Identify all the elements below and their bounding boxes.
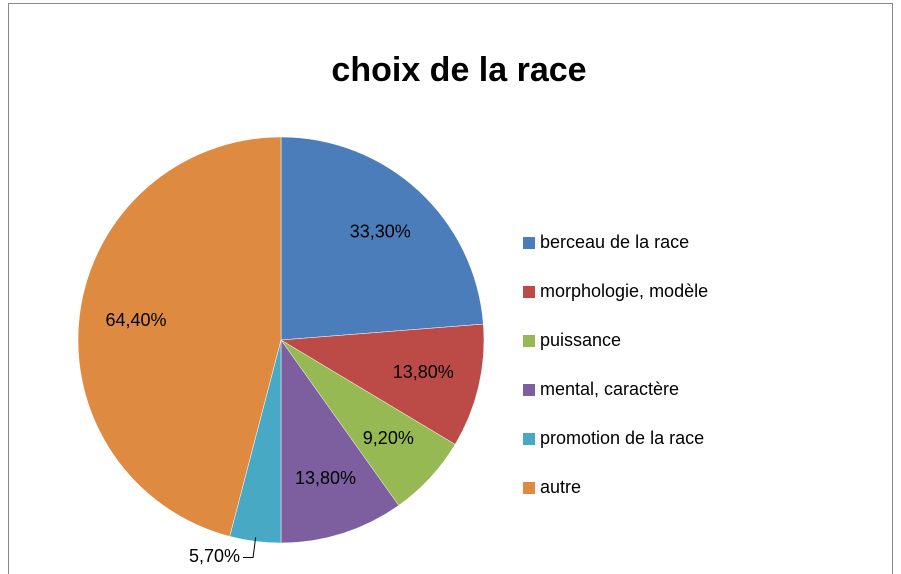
legend-label: puissance — [540, 330, 621, 350]
legend-swatch — [523, 482, 535, 494]
data-label: 13,80% — [295, 468, 356, 488]
chart-frame — [8, 3, 893, 574]
data-label: 5,70% — [189, 546, 240, 566]
data-label: 64,40% — [105, 310, 166, 330]
legend-label: mental, caractère — [540, 379, 679, 399]
data-label: 33,30% — [350, 221, 411, 241]
legend-swatch — [523, 237, 535, 249]
leader-line — [243, 537, 257, 558]
pie-slice — [280, 136, 484, 341]
legend-swatch — [523, 335, 535, 347]
data-label: 9,20% — [363, 428, 414, 448]
chart-title: choix de la race — [331, 51, 586, 89]
legend-swatch — [523, 384, 535, 396]
pie-slice — [280, 339, 400, 544]
legend-label: promotion de la race — [540, 428, 704, 448]
pie-slice — [77, 136, 282, 537]
legend-label: autre — [540, 477, 581, 497]
legend-swatch — [523, 433, 535, 445]
legend-swatch — [523, 286, 535, 298]
data-label: 13,80% — [393, 362, 454, 382]
legend-label: berceau de la race — [540, 232, 689, 252]
pie-slice — [280, 323, 485, 445]
legend-label: morphologie, modèle — [540, 281, 708, 301]
